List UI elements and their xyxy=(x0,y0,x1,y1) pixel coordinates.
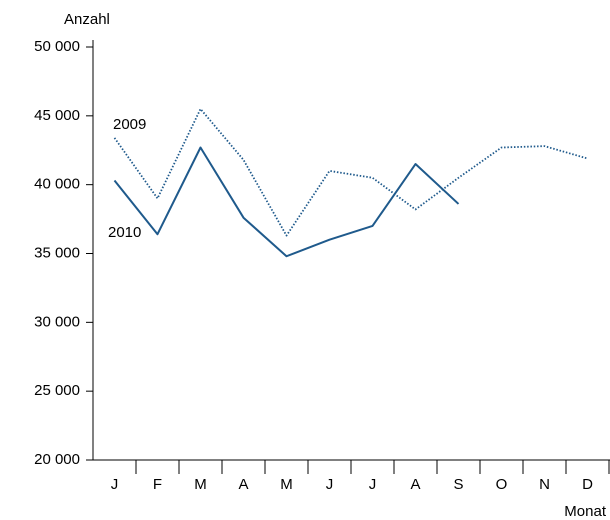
series-line xyxy=(113,146,460,258)
x-tick-label: F xyxy=(153,476,162,493)
x-tick-label: M xyxy=(280,476,293,493)
x-tick-label: S xyxy=(453,476,463,493)
x-tick-label: M xyxy=(194,476,207,493)
x-tick-label: A xyxy=(410,476,420,493)
x-axis-label: Monat xyxy=(564,503,607,520)
series-line xyxy=(113,108,588,237)
x-tick-label: D xyxy=(582,476,593,493)
x-tick-label: A xyxy=(238,476,248,493)
y-tick-label: 40 000 xyxy=(34,176,80,193)
y-tick-label: 35 000 xyxy=(34,244,80,261)
y-axis-label: Anzahl xyxy=(64,11,110,28)
y-tick-label: 45 000 xyxy=(34,107,80,124)
y-tick-label: 50 000 xyxy=(34,38,80,55)
y-tick-label: 30 000 xyxy=(34,313,80,330)
series-label: 2010 xyxy=(108,224,141,241)
x-tick-label: J xyxy=(326,476,334,493)
x-tick-label: N xyxy=(539,476,550,493)
x-tick-label: J xyxy=(369,476,377,493)
x-tick-label: O xyxy=(496,476,508,493)
x-tick-label: J xyxy=(111,476,119,493)
y-tick-label: 25 000 xyxy=(34,382,80,399)
series-label: 2009 xyxy=(113,116,146,133)
y-tick-label: 20 000 xyxy=(34,451,80,468)
